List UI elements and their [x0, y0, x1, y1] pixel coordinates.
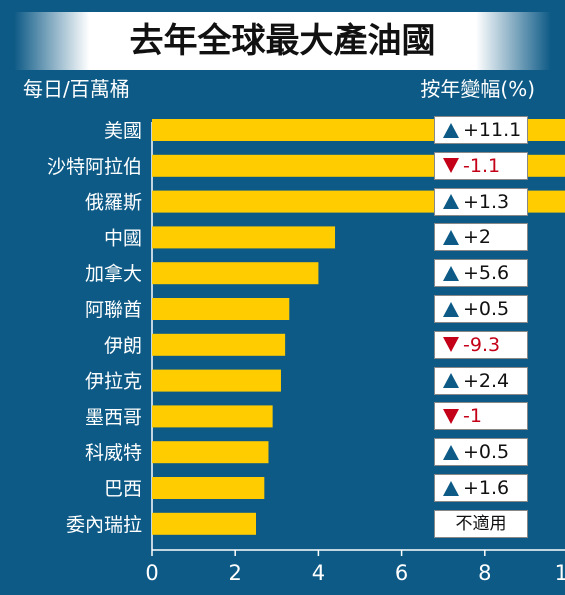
category-label: 巴西: [104, 478, 142, 500]
triangle-up-icon: [443, 444, 459, 460]
change-value: +2: [463, 226, 492, 249]
category-label: 科威特: [85, 442, 142, 464]
triangle-up-icon: [443, 229, 459, 245]
triangle-up-icon: [443, 122, 459, 138]
change-value: +2.4: [463, 369, 510, 392]
change-badge: +11.1: [434, 116, 528, 144]
change-badge: +5.6: [434, 259, 528, 288]
x-tick-label: 8: [478, 561, 491, 585]
triangle-down-icon: [443, 158, 459, 174]
change-value: -9.3: [463, 333, 501, 356]
category-label: 伊拉克: [85, 371, 142, 393]
category-label: 俄羅斯: [85, 192, 142, 214]
triangle-down-icon: [443, 337, 459, 353]
change-badge: 不適用: [434, 509, 528, 538]
category-label: 沙特阿拉伯: [47, 156, 142, 178]
x-tick-label: 10: [555, 561, 565, 585]
triangle-down-icon: [443, 408, 459, 424]
triangle-up-icon: [443, 373, 459, 389]
change-value: 不適用: [455, 513, 507, 534]
change-badge: +2.4: [434, 366, 528, 395]
chart-title: 去年全球最大產油國: [129, 21, 436, 61]
change-badge: -1.1: [434, 151, 528, 180]
bar: [152, 405, 273, 428]
bar: [152, 333, 286, 356]
change-value: +0.5: [463, 298, 510, 320]
change-badge: +1.6: [434, 474, 528, 502]
bar: [152, 441, 269, 464]
change-header: 按年變幅(%): [420, 77, 535, 101]
change-badge: +2: [434, 223, 528, 252]
unit-label: 每日/百萬桶: [23, 77, 130, 101]
change-value: +1.3: [463, 190, 510, 213]
change-value: +0.5: [463, 441, 510, 464]
bar: [152, 298, 290, 320]
x-tick-label: 0: [145, 561, 158, 585]
title-banner: [14, 12, 551, 70]
category-label: 美國: [104, 120, 142, 142]
triangle-up-icon: [443, 194, 459, 210]
x-tick-label: 4: [312, 561, 325, 585]
category-label: 加拿大: [85, 262, 142, 285]
category-label: 委內瑞拉: [66, 514, 142, 536]
change-badge: -1: [434, 402, 528, 431]
change-badge: +0.5: [434, 295, 528, 323]
x-tick-label: 6: [395, 561, 408, 585]
triangle-up-icon: [443, 301, 459, 317]
bar: [152, 512, 256, 535]
bar: [152, 226, 336, 249]
change-value: -1: [463, 405, 482, 428]
change-badge: +1.3: [434, 187, 528, 216]
change-badge: -9.3: [434, 330, 528, 359]
triangle-up-icon: [443, 480, 459, 496]
category-label: 伊朗: [104, 335, 142, 357]
category-label: 中國: [104, 227, 142, 249]
x-tick-label: 2: [229, 561, 242, 585]
category-label: 墨西哥: [85, 406, 142, 428]
category-label: 阿聯酋: [85, 299, 142, 321]
bar: [152, 477, 265, 499]
change-value: +11.1: [463, 119, 522, 141]
bar: [152, 262, 319, 285]
change-value: -1.1: [463, 154, 501, 177]
change-value: +5.6: [463, 262, 510, 285]
change-badge: +0.5: [434, 438, 528, 467]
triangle-up-icon: [443, 265, 459, 281]
bar: [152, 369, 281, 392]
change-value: +1.6: [463, 477, 510, 499]
